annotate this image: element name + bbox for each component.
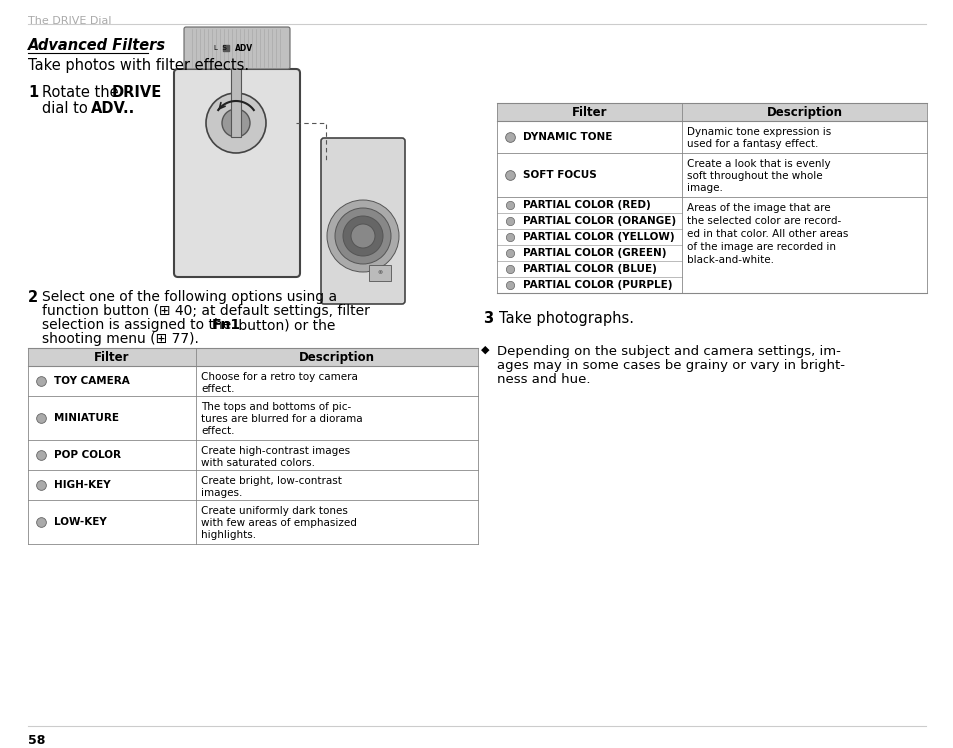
Circle shape [335,208,391,264]
Bar [497,103,926,121]
Text: Create bright, low-contrast: Create bright, low-contrast [201,476,341,486]
Text: DYNAMIC TONE: DYNAMIC TONE [522,132,612,142]
FancyBboxPatch shape [184,27,290,69]
Text: POP COLOR: POP COLOR [54,450,121,460]
Text: Description: Description [298,351,375,364]
Text: selection is assigned to the: selection is assigned to the [42,318,235,332]
Text: 3: 3 [482,311,493,326]
FancyBboxPatch shape [173,69,299,277]
Text: 58: 58 [28,734,46,747]
Text: PARTIAL COLOR (ORANGE): PARTIAL COLOR (ORANGE) [522,216,676,226]
Text: 2: 2 [28,290,38,305]
Text: Depending on the subject and camera settings, im-: Depending on the subject and camera sett… [497,345,840,358]
Text: Dynamic tone expression is: Dynamic tone expression is [686,127,830,137]
Bar [28,348,477,366]
Text: 1: 1 [28,85,38,100]
Text: images.: images. [201,488,242,498]
Text: with few areas of emphasized: with few areas of emphasized [201,518,356,528]
Text: ages may in some cases be grainy or vary in bright-: ages may in some cases be grainy or vary… [497,359,844,372]
Text: PARTIAL COLOR (PURPLE): PARTIAL COLOR (PURPLE) [522,280,672,290]
Text: highlights.: highlights. [201,530,255,540]
Text: Create a look that is evenly: Create a look that is evenly [686,159,830,169]
Text: TOY CAMERA: TOY CAMERA [54,376,130,386]
Bar [369,265,391,281]
Circle shape [206,93,266,153]
Text: ADV..: ADV.. [91,101,135,116]
Text: Take photos with filter effects.: Take photos with filter effects. [28,58,249,73]
Text: ◆: ◆ [480,345,489,355]
Text: SOFT FOCUS: SOFT FOCUS [522,170,597,180]
Text: LOW-KEY: LOW-KEY [54,517,107,527]
Text: L  S: L S [213,45,226,51]
Text: The tops and bottoms of pic-: The tops and bottoms of pic- [201,402,351,412]
Text: image.: image. [686,183,722,193]
Text: ADV: ADV [234,43,253,52]
Circle shape [343,216,382,256]
Text: Select one of the following options using a: Select one of the following options usin… [42,290,336,304]
Text: shooting menu (⊞ 77).: shooting menu (⊞ 77). [42,332,198,346]
Text: Areas of the image that are: Areas of the image that are [686,203,830,213]
Text: Create uniformly dark tones: Create uniformly dark tones [201,506,348,516]
Text: soft throughout the whole: soft throughout the whole [686,171,821,181]
Text: ed in that color. All other areas: ed in that color. All other areas [686,229,847,239]
Circle shape [327,200,398,272]
Circle shape [222,109,250,137]
Text: ness and hue.: ness and hue. [497,373,590,386]
Text: Create high-contrast images: Create high-contrast images [201,446,350,456]
Text: Description: Description [765,105,841,118]
Text: Rotate the: Rotate the [42,85,123,100]
Text: the selected color are record-: the selected color are record- [686,216,841,226]
Text: of the image are recorded in: of the image are recorded in [686,242,835,252]
Text: PARTIAL COLOR (YELLOW): PARTIAL COLOR (YELLOW) [522,232,674,242]
Text: PARTIAL COLOR (BLUE): PARTIAL COLOR (BLUE) [522,264,657,274]
Text: Take photographs.: Take photographs. [498,311,634,326]
FancyBboxPatch shape [320,138,405,304]
Text: HIGH-KEY: HIGH-KEY [54,480,111,490]
Text: The DRIVE Dial: The DRIVE Dial [28,16,112,26]
Text: Choose for a retro toy camera: Choose for a retro toy camera [201,372,357,382]
Text: used for a fantasy effect.: used for a fantasy effect. [686,139,818,149]
Text: Fn1: Fn1 [212,318,241,332]
Text: Advanced Filters: Advanced Filters [28,38,166,53]
Bar [231,67,241,137]
Text: Filter: Filter [571,105,607,118]
Text: ⚭: ⚭ [376,269,383,278]
Text: button) or the: button) or the [233,318,335,332]
Text: Filter: Filter [94,351,130,364]
Text: effect.: effect. [201,384,234,394]
Text: PARTIAL COLOR (GREEN): PARTIAL COLOR (GREEN) [522,248,666,258]
Text: tures are blurred for a diorama: tures are blurred for a diorama [201,414,362,424]
Text: with saturated colors.: with saturated colors. [201,458,314,468]
Text: function button (⊞ 40; at default settings, filter: function button (⊞ 40; at default settin… [42,304,370,318]
Circle shape [351,224,375,248]
Text: dial to: dial to [42,101,92,116]
Text: black-and-white.: black-and-white. [686,255,773,265]
Text: DRIVE: DRIVE [112,85,162,100]
Text: MINIATURE: MINIATURE [54,413,119,423]
Text: PARTIAL COLOR (RED): PARTIAL COLOR (RED) [522,200,650,210]
Text: effect.: effect. [201,426,234,436]
